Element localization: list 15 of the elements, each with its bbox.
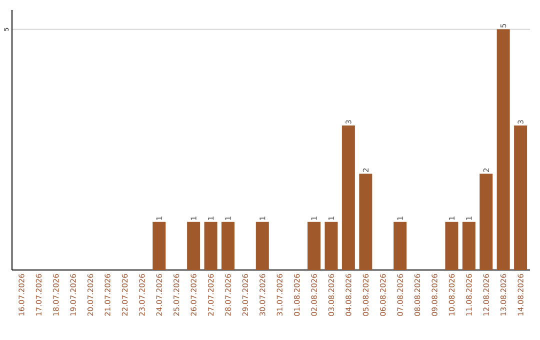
bar <box>308 222 321 270</box>
bar <box>256 222 269 270</box>
bar <box>359 174 372 270</box>
bar <box>445 222 458 270</box>
bar <box>152 222 166 270</box>
bar <box>342 126 355 270</box>
bar <box>514 126 528 270</box>
bar <box>496 29 510 270</box>
bar <box>394 222 407 270</box>
bar <box>324 222 338 270</box>
bar <box>480 174 493 270</box>
bar <box>187 222 200 270</box>
bar <box>462 222 476 270</box>
bar <box>204 222 218 270</box>
bar <box>221 222 234 270</box>
